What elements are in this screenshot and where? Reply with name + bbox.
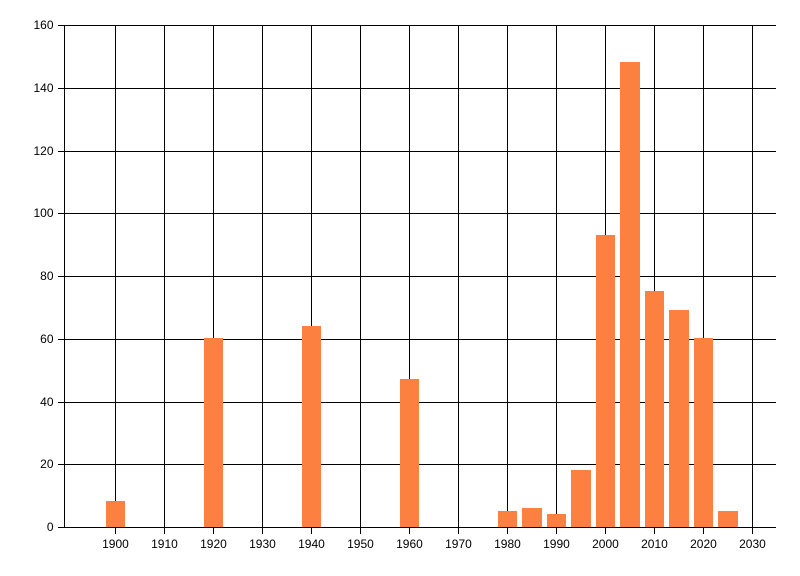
x-tick-1930 — [262, 527, 264, 534]
bar-2000 — [595, 234, 616, 527]
x-tick-label-2030: 2030 — [739, 536, 766, 551]
plot-area: 0 20 40 60 80 100 120 140 160 1900 1910 1920 1930 194… — [33, 19, 776, 550]
bar-2005 — [620, 62, 640, 527]
x-tick-label-2020: 2020 — [690, 536, 717, 551]
y-tick-0 — [57, 527, 64, 528]
v-gridline-1990 — [556, 25, 558, 527]
h-gridline-100 — [64, 213, 776, 215]
x-tick-1970 — [458, 527, 460, 534]
v-gridline-2010 — [654, 25, 656, 527]
x-tick-2000 — [605, 527, 607, 534]
y-tick-label-140: 140 — [33, 80, 54, 95]
x-tick-2030 — [752, 527, 754, 534]
bar-1995 — [571, 470, 591, 527]
y-tick-label-100: 100 — [33, 206, 54, 221]
x-tick-1950 — [360, 527, 362, 534]
x-tick-1910 — [164, 527, 166, 534]
bar-2020 — [693, 338, 714, 527]
v-gridline-1900 — [115, 25, 117, 527]
x-tick-label-2000: 2000 — [592, 536, 619, 551]
x-tick-label-1990: 1990 — [543, 536, 570, 551]
y-tick-label-160: 160 — [33, 18, 54, 32]
x-tick-label-1910: 1910 — [151, 536, 178, 551]
h-gridline-140 — [64, 87, 776, 89]
x-tick-label-1930: 1930 — [249, 536, 276, 551]
y-tick-label-40: 40 — [40, 394, 54, 409]
y-tick-label-0: 0 — [46, 520, 54, 534]
v-gridline-2020 — [703, 25, 705, 527]
bar-1985 — [522, 507, 542, 527]
x-tick-label-1950: 1950 — [347, 536, 374, 551]
y-tick-100 — [57, 213, 64, 215]
y-tick-40 — [57, 401, 64, 403]
x-tick-1900 — [115, 527, 117, 534]
y-tick-20 — [57, 464, 64, 466]
bar-1990 — [546, 513, 567, 527]
x-tick-1960 — [409, 527, 411, 534]
x-tick-2020 — [703, 527, 705, 534]
h-gridline-20 — [64, 464, 776, 466]
v-gridline-1920 — [213, 25, 215, 527]
bar-1980 — [497, 510, 518, 527]
v-gridline-1970 — [458, 25, 460, 527]
x-tick-1980 — [507, 527, 509, 534]
y-tick-label-120: 120 — [33, 143, 54, 158]
x-tick-label-1900: 1900 — [102, 536, 129, 551]
x-tick-1940 — [311, 527, 313, 534]
v-gridline-1980 — [507, 25, 509, 527]
bar-1920 — [203, 338, 224, 527]
h-gridline-60 — [64, 338, 776, 340]
x-tick-2010 — [654, 527, 656, 534]
bar-2015 — [669, 310, 689, 527]
x-tick-label-1960: 1960 — [396, 536, 423, 551]
x-tick-label-1980: 1980 — [494, 536, 521, 551]
x-tick-label-1970: 1970 — [445, 536, 472, 551]
bar-2025 — [718, 510, 738, 527]
bar-2010 — [644, 291, 665, 527]
x-tick-1920 — [213, 527, 215, 534]
v-gridline-1940 — [311, 25, 313, 527]
h-gridline-40 — [64, 401, 776, 403]
y-tick-80 — [57, 276, 64, 277]
h-gridline-160 — [64, 25, 776, 26]
bar-1900 — [105, 501, 126, 527]
y-tick-label-60: 60 — [40, 331, 54, 346]
x-tick-label-2010: 2010 — [641, 536, 668, 551]
y-tick-160 — [57, 25, 64, 26]
y-tick-140 — [57, 87, 64, 89]
v-gridline-1930 — [262, 25, 264, 527]
x-tick-label-1940: 1940 — [298, 536, 325, 551]
y-tick-label-80: 80 — [40, 269, 54, 283]
h-gridline-120 — [64, 150, 776, 152]
x-tick-label-1920: 1920 — [200, 536, 227, 551]
bar-1960 — [399, 379, 420, 527]
v-gridline-1910 — [164, 25, 166, 527]
v-gridline-2030 — [752, 25, 754, 527]
y-tick-120 — [57, 150, 64, 152]
x-tick-1990 — [556, 527, 558, 534]
h-gridline-80 — [64, 276, 776, 277]
y-tick-label-20: 20 — [40, 457, 54, 472]
bar-1940 — [301, 325, 322, 527]
y-tick-60 — [57, 338, 64, 340]
v-gridline-1950 — [360, 25, 362, 527]
v-gridline-1960 — [409, 25, 411, 527]
